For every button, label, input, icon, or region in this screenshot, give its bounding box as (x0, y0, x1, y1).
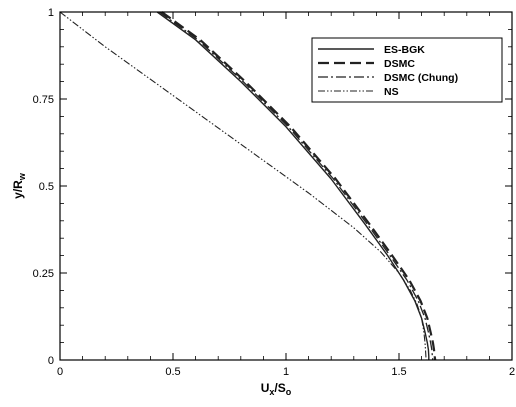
legend-label: NS (384, 86, 399, 98)
y-tick-label: 0 (48, 355, 54, 367)
y-tick-label: 0.5 (39, 181, 54, 193)
series-line-ns (59, 11, 427, 361)
y-tick-label: 1 (48, 7, 54, 19)
x-tick-label: 0 (57, 366, 63, 378)
legend-label: DSMC (384, 58, 415, 70)
x-tick-label: 1 (283, 366, 289, 378)
legend: ES-BGK DSMC DSMC (Chung) NS (311, 37, 503, 103)
x-axis-label: Ux/So (261, 381, 292, 397)
axes: 0 0.5 1 1.5 2 0 0.25 0.5 0.75 1 Ux/So y/Rw (11, 7, 515, 397)
legend-label: DSMC (Chung) (384, 72, 458, 84)
x-tick-label: 2 (509, 366, 515, 378)
y-tick-label: 0.75 (33, 94, 54, 106)
series-line-dsmc-chung (159, 11, 434, 361)
series-line-dsmc (161, 11, 437, 361)
y-tick-label: 0.25 (33, 268, 54, 280)
x-tick-label: 0.5 (165, 366, 180, 378)
y-axis-label: y/Rw (11, 172, 27, 199)
x-tick-label: 1.5 (391, 366, 406, 378)
legend-label: ES-BGK (384, 44, 425, 56)
plot-area (59, 11, 437, 361)
